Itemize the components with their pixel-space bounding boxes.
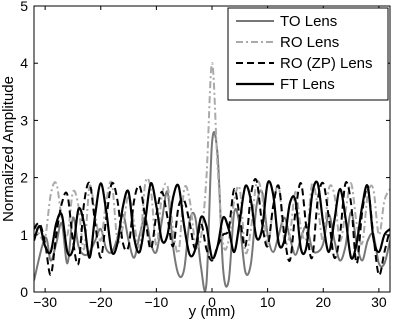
series-line-2 [34, 178, 390, 276]
series-lines [34, 62, 390, 292]
x-tick-label: 20 [315, 294, 331, 310]
legend-label-1: RO Lens [280, 34, 339, 51]
legend-label-0: TO Lens [280, 13, 337, 30]
x-axis-title: y (mm) [189, 303, 236, 320]
y-tick-label: 0 [20, 284, 28, 300]
x-tick-label: −10 [145, 294, 169, 310]
y-tick-label: 1 [20, 227, 28, 243]
legend: TO Lens RO Lens RO (ZP) Lens FT Lens [227, 7, 389, 101]
x-tick-label: 10 [260, 294, 276, 310]
x-tick-label: −20 [89, 294, 113, 310]
legend-label-2: RO (ZP) Lens [280, 55, 373, 72]
x-tick-label: 0 [208, 294, 216, 310]
y-tick-label: 5 [20, 0, 28, 14]
x-tick-label: 30 [371, 294, 387, 310]
y-axis-title: Normalized Amplitude [0, 76, 17, 222]
y-tick-label: 2 [20, 170, 28, 186]
series-line-3 [34, 180, 390, 260]
y-tick-label: 4 [20, 55, 28, 71]
series-line-0 [34, 130, 390, 292]
plot-area [34, 62, 390, 292]
x-tick-label: −30 [33, 294, 57, 310]
legend-label-3: FT Lens [280, 76, 335, 93]
y-tick-label: 3 [20, 112, 28, 128]
